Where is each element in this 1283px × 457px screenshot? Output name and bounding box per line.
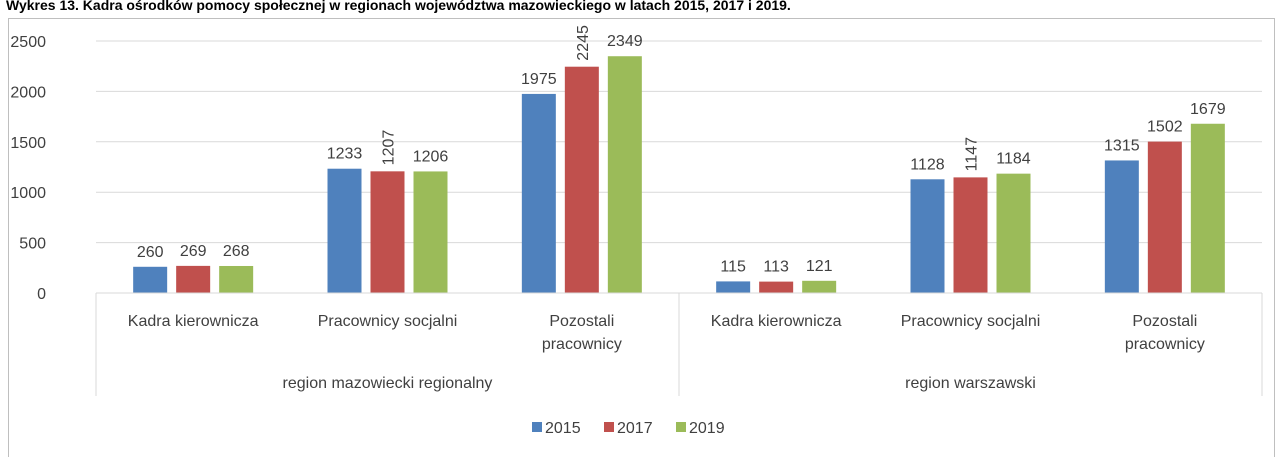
bar xyxy=(1147,141,1182,293)
data-label: 1128 xyxy=(910,156,945,173)
bar xyxy=(953,177,988,293)
data-label: 1315 xyxy=(1104,137,1140,154)
legend-swatch xyxy=(604,422,614,432)
x-tick-label: Pracownicy socjalni xyxy=(901,313,1041,330)
bar xyxy=(1104,160,1139,293)
data-label: 2349 xyxy=(607,33,643,50)
data-label: 1147 xyxy=(964,137,981,172)
bar xyxy=(910,179,945,293)
bar xyxy=(759,281,794,293)
bar xyxy=(133,266,168,293)
data-label: 1975 xyxy=(521,71,557,88)
bar xyxy=(1190,123,1225,293)
y-tick-label: 2500 xyxy=(10,34,46,51)
legend-swatch xyxy=(676,422,686,432)
bar xyxy=(176,265,211,293)
y-tick-label: 2000 xyxy=(10,84,46,101)
data-label: 1206 xyxy=(413,148,449,165)
data-label: 115 xyxy=(720,258,746,275)
bar xyxy=(521,93,556,293)
x-tick-label: Pozostali pracownicy xyxy=(542,313,622,353)
bar xyxy=(802,280,837,293)
chart-title: Wykres 13. Kadra ośrodków pomocy społecz… xyxy=(6,0,791,13)
data-label: 1207 xyxy=(381,130,398,166)
data-label: 1502 xyxy=(1147,119,1183,136)
legend-label: 2019 xyxy=(689,420,725,437)
bar xyxy=(219,265,254,293)
data-label: 269 xyxy=(180,243,207,260)
bar xyxy=(564,66,599,293)
group-label: region mazowiecki regionalny xyxy=(283,375,493,392)
x-tick-label: Pozostali pracownicy xyxy=(1125,313,1205,353)
y-tick-label: 0 xyxy=(37,286,46,303)
data-label: 1233 xyxy=(327,146,363,163)
bar xyxy=(607,56,642,294)
bar xyxy=(716,281,751,293)
bar xyxy=(996,173,1031,293)
y-tick-label: 1500 xyxy=(10,135,46,152)
legend-label: 2015 xyxy=(545,420,581,437)
legend-label: 2017 xyxy=(617,420,653,437)
data-label: 268 xyxy=(223,243,250,260)
y-tick-label: 1000 xyxy=(10,185,46,202)
group-label: region warszawski xyxy=(905,375,1036,392)
bar xyxy=(370,171,405,293)
legend-swatch xyxy=(532,422,542,432)
bar xyxy=(413,171,448,293)
data-label: 1184 xyxy=(996,151,1031,168)
data-label: 121 xyxy=(806,258,833,275)
x-tick-label: Kadra kierownicza xyxy=(128,313,259,330)
data-label: 113 xyxy=(763,259,789,276)
data-label: 2245 xyxy=(575,25,592,61)
bar xyxy=(327,168,362,293)
data-label: 1679 xyxy=(1190,101,1226,118)
y-tick-label: 500 xyxy=(19,236,46,253)
x-tick-label: Kadra kierownicza xyxy=(711,313,842,330)
x-tick-label: Pracownicy socjalni xyxy=(318,313,458,330)
data-label: 260 xyxy=(137,244,164,261)
